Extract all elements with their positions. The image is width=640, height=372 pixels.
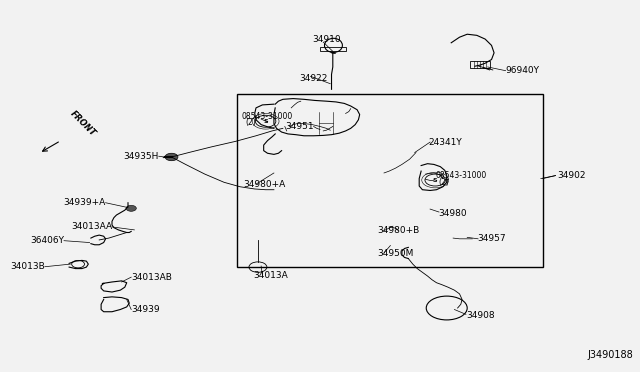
Text: S: S bbox=[263, 119, 268, 124]
Text: 34013AB: 34013AB bbox=[131, 273, 172, 282]
Circle shape bbox=[165, 153, 178, 161]
Text: 34910: 34910 bbox=[312, 35, 340, 44]
Text: 34935H: 34935H bbox=[124, 152, 159, 161]
Bar bbox=[237, 94, 543, 267]
Bar bbox=[320, 47, 346, 51]
Text: 34939: 34939 bbox=[131, 305, 160, 314]
Text: (2): (2) bbox=[245, 118, 256, 127]
Circle shape bbox=[126, 205, 136, 211]
Text: 34013A: 34013A bbox=[253, 271, 287, 280]
Text: 36406Y: 36406Y bbox=[30, 236, 64, 245]
Text: 34013B: 34013B bbox=[10, 262, 45, 271]
Text: (2): (2) bbox=[438, 178, 449, 187]
Text: 08543-31000: 08543-31000 bbox=[242, 112, 293, 121]
Text: 34980+B: 34980+B bbox=[378, 226, 420, 235]
Text: 34922: 34922 bbox=[300, 74, 328, 83]
Text: S: S bbox=[433, 177, 438, 183]
Text: 34951: 34951 bbox=[285, 122, 314, 131]
Text: 24341Y: 24341Y bbox=[429, 138, 463, 147]
Text: 34939+A: 34939+A bbox=[63, 198, 106, 207]
Text: 08543-31000: 08543-31000 bbox=[435, 171, 486, 180]
Text: 34902: 34902 bbox=[557, 171, 586, 180]
Bar bbox=[470, 61, 490, 68]
Text: J3490188: J3490188 bbox=[588, 350, 634, 360]
Text: 34957: 34957 bbox=[477, 234, 506, 243]
Text: 34950M: 34950M bbox=[378, 249, 414, 258]
Text: 34980: 34980 bbox=[438, 209, 467, 218]
Text: FRONT: FRONT bbox=[68, 109, 97, 138]
Text: 96940Y: 96940Y bbox=[506, 66, 540, 75]
Text: 34013AA: 34013AA bbox=[71, 222, 112, 231]
Text: 34908: 34908 bbox=[466, 311, 495, 320]
Text: 34980+A: 34980+A bbox=[243, 180, 285, 189]
